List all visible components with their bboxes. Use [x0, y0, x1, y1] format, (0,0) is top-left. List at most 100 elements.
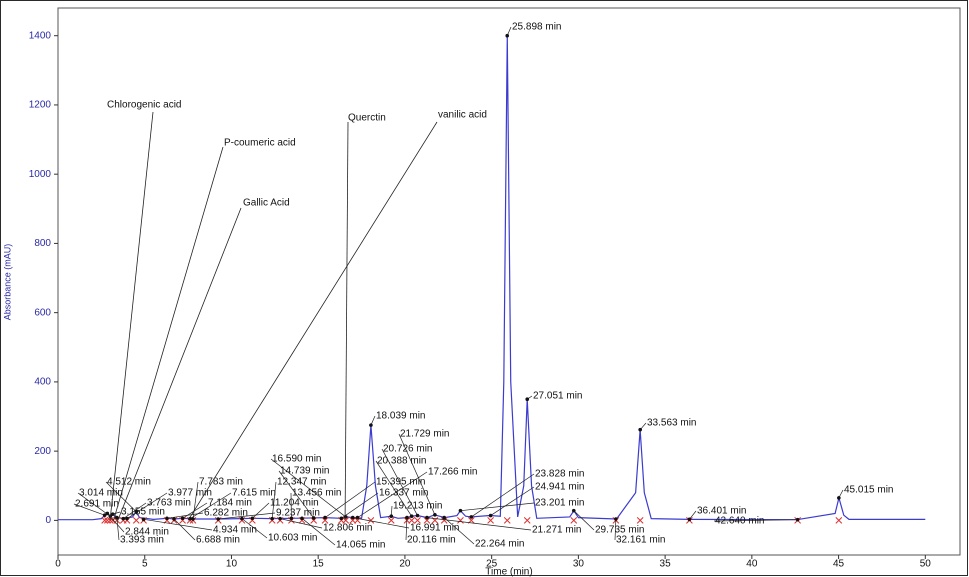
peak-label: 16.337 min [379, 488, 428, 499]
peak-marker [110, 512, 115, 516]
leader-line [218, 512, 276, 520]
leader-line [143, 518, 213, 531]
peak-marker [350, 515, 355, 520]
y-tick-label: 1200 [29, 100, 52, 111]
peak-label: 10.603 min [268, 533, 317, 544]
leader-line [490, 486, 535, 516]
peak-marker [102, 513, 107, 517]
peak-label: 6.688 min [196, 535, 240, 546]
compound-leader [117, 207, 242, 521]
peak-label: 22.264 min [475, 539, 524, 550]
peak-label: 6.282 min [204, 508, 248, 519]
leader-line [352, 517, 410, 529]
peak-marker [105, 511, 110, 516]
baseline-mark [570, 517, 578, 524]
leader-line [301, 518, 336, 546]
peak-label: 20.116 min [407, 535, 456, 546]
baseline-mark [248, 517, 256, 524]
peak-label: 12.806 min [323, 523, 372, 534]
baseline-mark [101, 517, 109, 524]
peak-label: 45.015 min [844, 485, 893, 496]
peak-marker [165, 516, 169, 521]
peak-marker [638, 427, 642, 432]
leader-line [173, 518, 196, 541]
compound-leader [109, 111, 154, 521]
leader-line [357, 471, 428, 518]
leader-line [241, 518, 268, 539]
peak-label: 3.763 min [147, 498, 191, 509]
peak-label: 19.213 min [393, 501, 442, 512]
leader-line [375, 460, 412, 517]
baseline-mark [414, 517, 421, 524]
leader-line [460, 502, 535, 512]
compound-label: Chlorogenic acid [107, 100, 182, 111]
peak-label: 7.184 min [208, 498, 252, 509]
peak-marker [389, 514, 394, 519]
peak-label: 42.640 min [715, 516, 764, 527]
leader-line [105, 481, 137, 512]
baseline-mark [387, 517, 395, 524]
x-tick-label: 10 [226, 559, 238, 570]
leader-line [123, 502, 147, 519]
peak-marker [425, 515, 429, 520]
leader-line [252, 502, 270, 519]
plot-area [57, 7, 961, 556]
compound-leader [344, 121, 349, 521]
leader-line [443, 517, 475, 545]
leader-line [713, 519, 798, 522]
peak-marker [323, 515, 327, 520]
baseline-mark [440, 517, 448, 524]
compound-leader [187, 121, 438, 521]
peak-label: 9.237 min [276, 508, 320, 519]
peak-marker [121, 516, 126, 521]
peak-marker [369, 423, 373, 427]
peak-label: 33.563 min [647, 418, 696, 429]
peak-marker [270, 516, 274, 521]
peak-label: 2.691 min [75, 499, 119, 510]
baseline-mark [423, 517, 431, 524]
baseline-mark [179, 517, 186, 524]
peak-label: 23.201 min [535, 498, 584, 509]
peak-label: 4.512 min [107, 477, 151, 488]
peak-marker [571, 508, 576, 513]
peak-label: 3.155 min [121, 507, 165, 518]
peak-marker [125, 516, 129, 521]
peak-label: 3.014 min [79, 488, 123, 499]
peak-marker [172, 517, 176, 521]
leader-line [341, 492, 379, 519]
peak-marker [180, 516, 185, 521]
peak-marker [687, 517, 692, 522]
x-tick-label: 5 [142, 559, 148, 570]
baseline-mark [457, 517, 464, 524]
baseline-mark [132, 517, 140, 524]
leader-line [189, 492, 232, 519]
x-tick-label: 25 [486, 559, 498, 570]
peak-label: 2.844 min [125, 527, 169, 538]
peak-label: 4.934 min [213, 525, 257, 536]
leader-line [398, 433, 436, 515]
y-tick-label: 1000 [29, 169, 52, 180]
peak-marker [458, 508, 463, 513]
leader-line [126, 492, 168, 519]
x-tick-label: 0 [55, 559, 61, 570]
baseline-mark [636, 517, 644, 524]
baseline-mark [103, 517, 111, 524]
peak-label: 14.739 min [280, 466, 329, 477]
peak-marker [339, 516, 344, 521]
baseline-mark [835, 517, 843, 524]
leader-line [405, 517, 408, 541]
y-tick-label: 400 [34, 377, 51, 388]
y-tick-label: 600 [34, 307, 51, 318]
leader-line [426, 517, 532, 531]
peak-label: 24.941 min [535, 482, 584, 493]
peak-marker [409, 514, 414, 519]
leader-line [280, 518, 323, 529]
compound-label: P-coumeric acid [224, 138, 296, 149]
peak-label: 7.783 min [199, 477, 243, 488]
peak-marker [216, 517, 221, 521]
baseline-mark [310, 517, 318, 524]
peak-label: 3.393 min [120, 535, 164, 546]
peak-marker [405, 515, 409, 520]
